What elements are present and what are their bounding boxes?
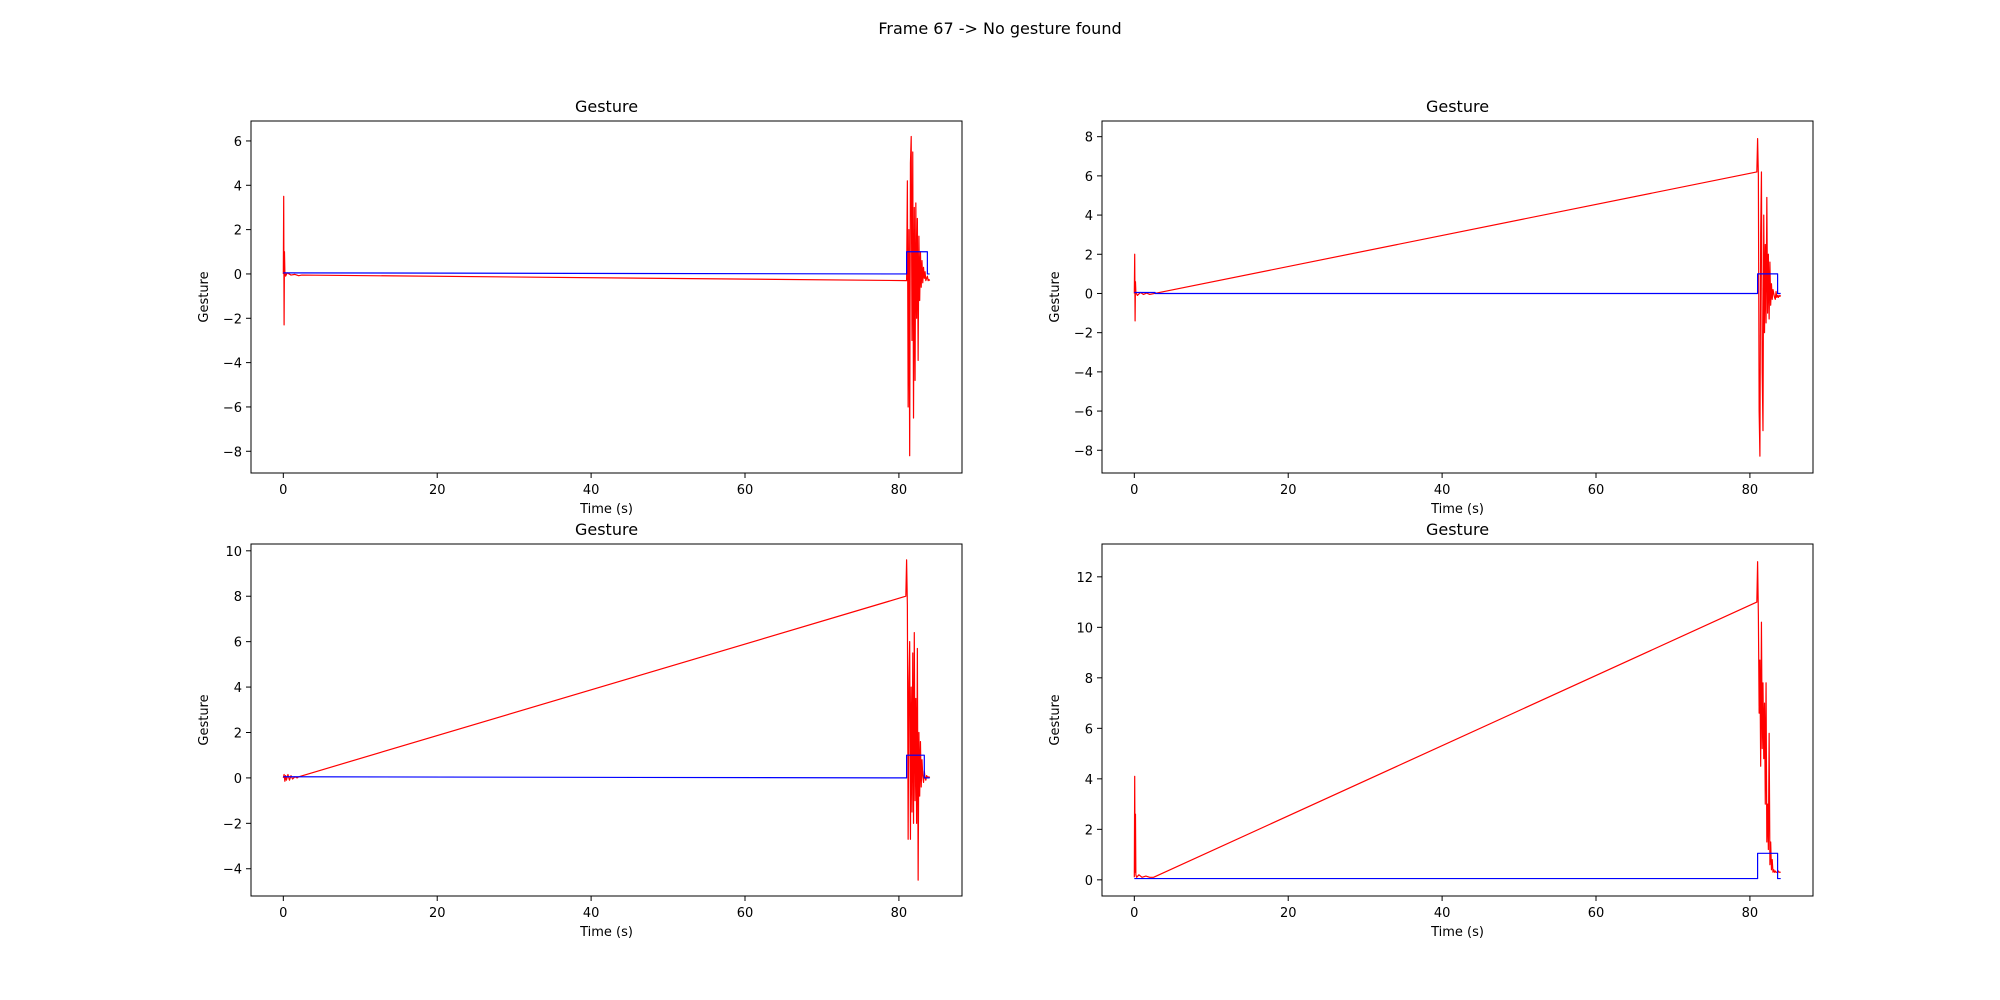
x-tick-label: 40 (1434, 906, 1451, 921)
series-line-1 (1133, 138, 1782, 457)
y-tick-label: −8 (1074, 444, 1093, 459)
x-tick-label: 40 (583, 906, 600, 921)
x-tick-label: 80 (1742, 906, 1759, 921)
y-tick-label: 0 (234, 268, 242, 283)
axes-frame (1101, 120, 1814, 474)
subplot-2: 0 20 40 60 80 −8 −6 −4 −2 0 2 4 6 8 Gesture Time (s) Ges… (1048, 97, 1814, 517)
subplot-title: Gesture (575, 520, 638, 539)
y-tick-label: 0 (1085, 287, 1093, 302)
subplot-title: Gesture (1426, 520, 1489, 539)
x-tick-label: 40 (583, 483, 600, 498)
x-tick-label: 60 (737, 906, 754, 921)
y-tick-label: 6 (234, 135, 242, 150)
x-tick-label: 20 (429, 906, 446, 921)
x-tick-label: 60 (737, 483, 754, 498)
x-tick-label: 0 (279, 483, 287, 498)
series-line-2 (1134, 852, 1781, 880)
subplot-4: 0 20 40 60 80 0 2 4 6 8 10 12 Gesture Time (s) Gesture (1048, 520, 1814, 940)
y-tick-label: −8 (223, 445, 242, 460)
series-line-2 (283, 251, 930, 275)
series-line-2 (1134, 273, 1781, 295)
y-tick-label: −4 (223, 357, 242, 372)
x-tick-label: 0 (1130, 906, 1138, 921)
y-tick-label: 2 (234, 726, 242, 741)
subplot-title: Gesture (575, 97, 638, 116)
x-tick-label: 0 (1130, 483, 1138, 498)
x-tick-label: 80 (891, 483, 908, 498)
x-tick-label: 60 (1588, 483, 1605, 498)
y-tick-label: 12 (1076, 571, 1093, 586)
subplot-title: Gesture (1426, 97, 1489, 116)
y-tick-label: 2 (234, 224, 242, 239)
x-axis-label: Time (s) (579, 502, 633, 517)
x-tick-label: 80 (891, 906, 908, 921)
y-tick-label: 10 (225, 545, 242, 560)
y-tick-label: 6 (1085, 722, 1093, 737)
y-tick-label: 4 (1085, 209, 1093, 224)
y-tick-label: 10 (1076, 621, 1093, 636)
x-tick-label: 20 (429, 483, 446, 498)
y-tick-label: 0 (234, 772, 242, 787)
x-tick-label: 40 (1434, 483, 1451, 498)
axes-frame (250, 120, 963, 474)
y-tick-label: −2 (223, 312, 242, 327)
y-tick-label: 2 (1085, 248, 1093, 263)
y-tick-label: 8 (1085, 131, 1093, 146)
y-axis-label: Gesture (197, 694, 212, 745)
y-tick-label: −2 (223, 817, 242, 832)
y-tick-label: −4 (1074, 366, 1093, 381)
series-line-2 (283, 754, 930, 779)
y-tick-label: −2 (1074, 327, 1093, 342)
y-tick-label: 4 (234, 681, 242, 696)
y-tick-label: 8 (1085, 672, 1093, 687)
y-tick-label: −6 (223, 401, 242, 416)
y-axis-label: Gesture (1048, 271, 1063, 322)
series-line-1 (282, 135, 931, 457)
x-tick-label: 80 (1742, 483, 1759, 498)
axes-frame (250, 543, 963, 897)
x-tick-label: 60 (1588, 906, 1605, 921)
x-axis-label: Time (s) (1430, 925, 1484, 940)
series-line-1 (1133, 561, 1781, 878)
subplot-1: 0 20 40 60 80 −8 −6 −4 −2 0 2 4 6 Gesture Time (s) Gest… (197, 97, 963, 517)
x-tick-label: 20 (1280, 483, 1297, 498)
figure-suptitle: Frame 67 -> No gesture found (878, 19, 1121, 38)
subplot-3: 0 20 40 60 80 −4 −2 0 2 4 6 8 10 Gesture Time (s) Gestu… (197, 520, 963, 940)
y-tick-label: 0 (1085, 874, 1093, 889)
x-tick-label: 20 (1280, 906, 1297, 921)
y-tick-label: 4 (234, 179, 242, 194)
y-tick-label: 6 (234, 636, 242, 651)
y-tick-label: 4 (1085, 773, 1093, 788)
y-axis-label: Gesture (197, 271, 212, 322)
axes-frame (1101, 543, 1814, 897)
x-axis-label: Time (s) (1430, 502, 1484, 517)
series-line-1 (282, 559, 931, 881)
y-tick-label: 8 (234, 590, 242, 605)
y-axis-label: Gesture (1048, 694, 1063, 745)
x-tick-label: 0 (279, 906, 287, 921)
y-tick-label: 2 (1085, 823, 1093, 838)
y-tick-label: −6 (1074, 405, 1093, 420)
y-tick-label: 6 (1085, 170, 1093, 185)
x-axis-label: Time (s) (579, 925, 633, 940)
y-tick-label: −4 (223, 863, 242, 878)
